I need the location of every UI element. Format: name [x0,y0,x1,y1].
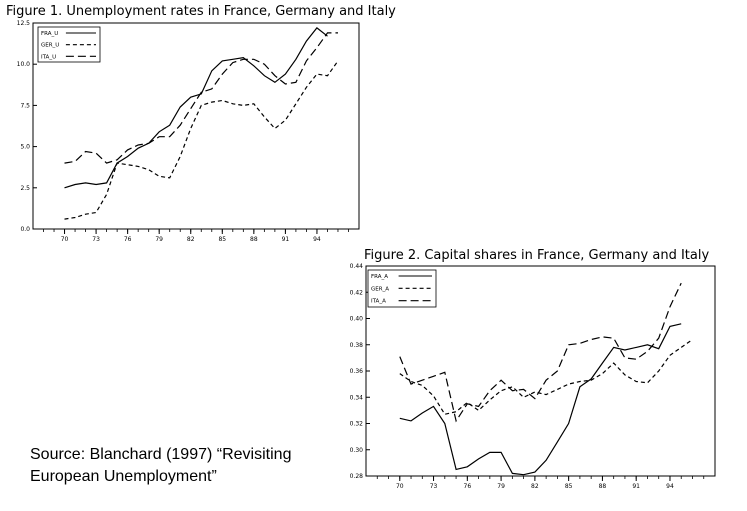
series-line-ger-a [399,339,693,415]
legend-label: GER_U [41,43,59,49]
x-tick-label: 88 [250,236,258,243]
legend-label: FRA_U [41,31,58,37]
y-tick-label: 0.28 [350,473,364,480]
x-tick-label: 73 [430,483,438,490]
x-tick-label: 82 [187,236,195,243]
x-tick-label: 85 [218,236,226,243]
series-line-ita-u [64,32,338,164]
x-tick-label: 79 [155,236,163,243]
y-tick-label: 0.44 [350,263,364,270]
y-tick-label: 12.5 [17,20,31,27]
figure-2-title: Figure 2. Capital shares in France, Germ… [364,248,710,263]
y-tick-label: 0.42 [350,289,364,296]
chart-1: 0.0 2.5 5.0 7.5 10.0 12.5 70 73 76 79 82 85 88 91 94 FR… [17,20,360,243]
x-tick-label: 79 [497,483,505,490]
x-tick-label: 91 [282,236,290,243]
series-line-ita-a [399,282,682,423]
y-tick-label: 10.0 [17,61,31,68]
x-tick-label: 76 [464,483,472,490]
legend-label: GER_A [371,286,389,292]
y-tick-label: 0.40 [350,316,364,323]
x-tick-label: 91 [632,483,640,490]
y-tick-label: 7.5 [20,102,30,109]
y-tick-label: 5.0 [20,144,30,151]
y-tick-label: 0.36 [350,368,364,375]
x-tick-label: 70 [396,483,404,490]
x-tick-label: 76 [124,236,132,243]
x-tick-label: 73 [92,236,100,243]
y-tick-label: 0.30 [350,447,364,454]
figure-1-title: Figure 1. Unemployment rates in France, … [6,4,396,19]
legend-label: ITA_U [41,54,56,60]
x-tick-label: 94 [313,236,321,243]
y-tick-label: 0.32 [350,421,364,428]
y-tick-label: 0.0 [20,226,30,233]
legend-label: ITA_A [371,299,386,305]
plot-frame [32,22,360,230]
series-line-fra-a [399,323,682,476]
chart-2: 0.28 0.30 0.32 0.34 0.36 0.38 0.40 0.42 0.44 70 73… [350,263,716,490]
x-tick-label: 94 [666,483,674,490]
source-citation: Source: Blanchard (1997) “Revisiting Eur… [30,446,292,485]
y-tick-label: 0.38 [350,342,364,349]
legend-label: FRA_A [371,274,388,280]
x-tick-label: 85 [565,483,573,490]
y-tick-label: 2.5 [20,185,30,192]
y-tick-label: 0.34 [350,394,364,401]
x-tick-label: 88 [599,483,607,490]
x-tick-label: 70 [61,236,69,243]
series-line-ger-u [64,60,339,220]
series-line-fra-u [64,27,328,189]
x-tick-label: 82 [531,483,539,490]
